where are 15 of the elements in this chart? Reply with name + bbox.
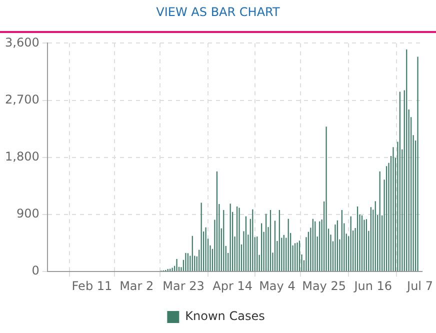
x-tick-label: May 25 <box>302 278 346 293</box>
x-tick-label: Feb 11 <box>72 278 112 293</box>
text: VIEW AS BAR CHART <box>155 4 281 21</box>
x-tick-label: Jul 7 <box>406 278 433 293</box>
y-tick-label: 2,700 <box>4 92 40 106</box>
y-tick-label: 3,600 <box>4 35 40 50</box>
x-tick-label: May 4 <box>259 278 296 293</box>
x-tick-label: Apr 14 <box>212 278 252 293</box>
y-tick-label: 900 <box>16 206 40 221</box>
legend-label: Known Cases <box>185 309 265 324</box>
y-tick-label: 1,800 <box>4 150 40 164</box>
x-tick-label: Jun 16 <box>353 278 392 293</box>
x-tick-label: Mar 2 <box>120 278 154 293</box>
y-tick-label: 0 <box>32 264 40 278</box>
x-tick-label: Mar 23 <box>162 278 204 293</box>
